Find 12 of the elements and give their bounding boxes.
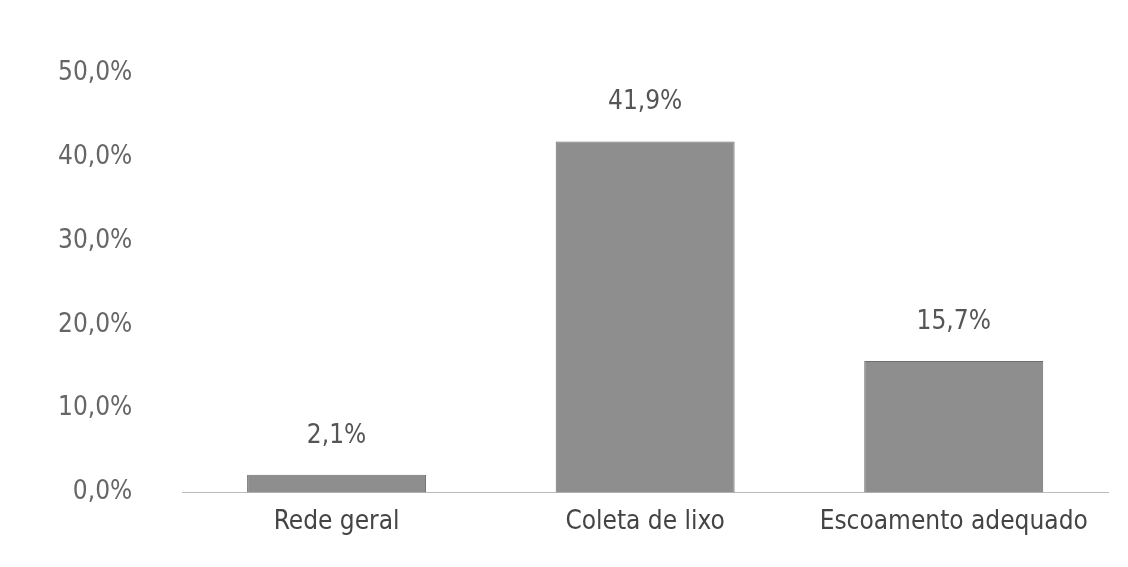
x-tick-label: Escoamento adequado [819,504,1088,535]
y-tick-label: 50,0% [58,56,133,87]
data-label: 41,9% [608,85,683,116]
y-tick-label: 40,0% [58,140,133,171]
y-tick-label: 10,0% [58,391,133,422]
y-tick-label: 30,0% [58,223,133,254]
x-tick-label: Coleta de lixo [565,504,725,535]
data-label: 15,7% [916,304,991,335]
data-label: 2,1% [306,418,367,449]
x-tick-label: Rede geral [273,504,400,535]
y-tick-label: 0,0% [72,475,133,506]
y-tick-label: 20,0% [58,307,133,338]
